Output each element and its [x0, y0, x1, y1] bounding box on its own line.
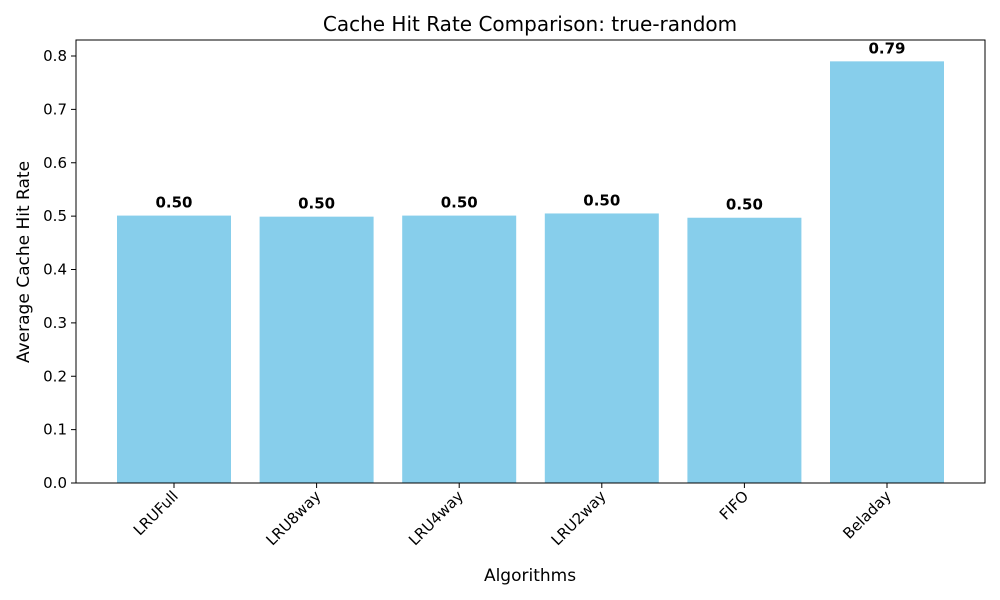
y-axis: 0.0 0.1 0.2 0.3 0.4 0.5 0.6 0.7 0.8: [43, 47, 76, 492]
data-label: 0.50: [583, 191, 620, 209]
bar-lru4way: [402, 215, 517, 483]
data-label: 0.50: [726, 196, 763, 214]
x-tick-label: Beladay: [839, 487, 895, 543]
y-tick-label: 0.3: [43, 314, 67, 332]
x-tick-label: LRU2way: [548, 487, 610, 549]
y-tick-label: 0.2: [43, 367, 67, 385]
y-tick-label: 0.0: [43, 474, 67, 492]
x-tick-label: FIFO: [716, 487, 752, 523]
bar-lru8way: [259, 216, 374, 483]
bar-beladay: [830, 61, 944, 483]
x-tick-label: LRUFull: [130, 487, 182, 539]
plot-frame: [75, 39, 986, 484]
data-label: 0.79: [868, 39, 905, 57]
chart-title: Cache Hit Rate Comparison: true-random: [323, 12, 737, 36]
y-tick-label: 0.5: [43, 207, 67, 225]
y-axis-label: Average Cache Hit Rate: [14, 161, 34, 363]
data-label: 0.50: [441, 194, 478, 212]
data-label: 0.50: [298, 195, 335, 213]
bar-fifo: [687, 217, 802, 483]
y-tick-label: 0.6: [43, 154, 67, 172]
x-tick-label: LRU8way: [262, 487, 324, 549]
y-tick-label: 0.1: [43, 421, 67, 439]
bars-group: 0.50 0.50 0.50 0.50 0.50 0.79: [117, 39, 944, 483]
x-tick-label: LRU4way: [405, 487, 467, 549]
y-tick-label: 0.4: [43, 261, 67, 279]
bar-lrufull: [117, 215, 231, 483]
bar-lru2way: [544, 213, 659, 483]
y-tick-label: 0.8: [43, 47, 67, 65]
x-axis: LRUFull LRU8way LRU4way LRU2way FIFO Beladay: [130, 483, 895, 549]
x-axis-label: Algorithms: [484, 566, 576, 586]
data-label: 0.50: [155, 194, 192, 212]
y-tick-label: 0.7: [43, 100, 67, 118]
